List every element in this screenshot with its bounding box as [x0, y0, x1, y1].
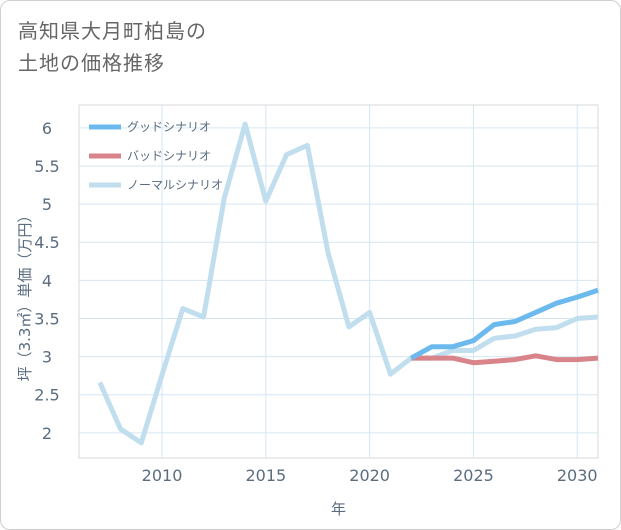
legend-label-good: グッドシナリオ — [127, 120, 211, 134]
y-tick-label: 5.5 — [34, 157, 59, 176]
y-tick-label: 3 — [42, 348, 52, 367]
y-axis-label: 坪（3.3㎡）単価（万円） — [16, 208, 34, 382]
series-line-normal — [97, 121, 599, 446]
x-tick-label: 2030 — [557, 466, 598, 485]
chart-title-line-1: 高知県大月町柏島の — [18, 19, 207, 43]
x-tick-label: 2010 — [142, 466, 183, 485]
plot-area-border — [78, 104, 599, 459]
y-tick-label: 4 — [42, 271, 52, 290]
x-tick-label: 2025 — [453, 466, 494, 485]
grid-lines — [79, 105, 598, 458]
y-tick-label: 6 — [42, 119, 52, 138]
chart-title-line-2: 土地の価格推移 — [18, 51, 165, 75]
series-line-bad — [411, 353, 599, 366]
y-tick-label: 2 — [42, 424, 52, 443]
legend-label-bad: バッドシナリオ — [127, 149, 211, 163]
chart-title: 高知県大月町柏島の 土地の価格推移 — [18, 15, 207, 79]
x-tick-label: 2015 — [245, 466, 286, 485]
x-tick-label: 2020 — [349, 466, 390, 485]
x-axis-label: 年 — [331, 500, 346, 518]
y-tick-label: 2.5 — [34, 386, 59, 405]
legend-label-normal: ノーマルシナリオ — [127, 178, 223, 192]
x-tick-labels: 2010 2015 2020 2025 2030 — [142, 466, 598, 485]
y-tick-label: 5 — [42, 195, 52, 214]
series-lines — [97, 121, 599, 446]
y-tick-label: 3.5 — [34, 309, 59, 328]
series-line-good — [409, 287, 599, 361]
y-tick-labels: 2 2.5 3 3.5 4 4.5 5 5.5 6 — [34, 119, 59, 443]
y-tick-label: 4.5 — [34, 233, 59, 252]
